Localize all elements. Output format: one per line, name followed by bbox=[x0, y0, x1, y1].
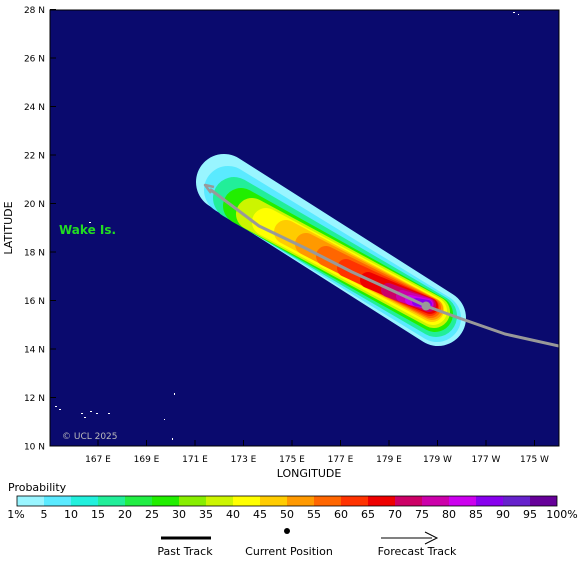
legend-label: 25 bbox=[145, 508, 159, 521]
legend-swatch bbox=[503, 496, 530, 506]
legend-label: 1% bbox=[7, 508, 24, 521]
legend-swatch bbox=[152, 496, 179, 506]
legend-label: 80 bbox=[442, 508, 456, 521]
legend-bar-border bbox=[16, 495, 558, 507]
legend-swatch bbox=[125, 496, 152, 506]
plot-border bbox=[49, 9, 560, 447]
y-tick-label: 24 N bbox=[24, 103, 45, 113]
legend-color-bar bbox=[16, 495, 558, 507]
legend-swatch bbox=[395, 496, 422, 506]
legend-label: 75 bbox=[415, 508, 429, 521]
x-tick-label: 177 E bbox=[328, 455, 354, 465]
legend-label: 85 bbox=[469, 508, 483, 521]
legend-swatch bbox=[368, 496, 395, 506]
legend-label: 20 bbox=[118, 508, 132, 521]
storm-track-line bbox=[209, 188, 559, 348]
legend-label: 55 bbox=[307, 508, 321, 521]
legend-label: 15 bbox=[91, 508, 105, 521]
legend-swatch bbox=[233, 496, 260, 506]
legend-label: 5 bbox=[41, 508, 48, 521]
legend-swatch bbox=[341, 496, 368, 506]
current-position-symbol bbox=[284, 528, 290, 534]
x-tick-label: 169 E bbox=[134, 455, 160, 465]
legend-label: 70 bbox=[388, 508, 402, 521]
legend-swatch bbox=[476, 496, 503, 506]
y-tick-label: 18 N bbox=[24, 249, 45, 259]
legend-swatch bbox=[206, 496, 233, 506]
y-tick-label: 20 N bbox=[24, 200, 45, 210]
legend-label: 90 bbox=[496, 508, 510, 521]
legend-swatch bbox=[422, 496, 449, 506]
y-tick-label: 16 N bbox=[24, 297, 45, 307]
y-tick-label: 26 N bbox=[24, 55, 45, 65]
legend-label: 40 bbox=[226, 508, 240, 521]
y-tick-label: 22 N bbox=[24, 152, 45, 162]
current-position-label: Current Position bbox=[245, 545, 333, 558]
legend-label: 100% bbox=[546, 508, 577, 521]
x-axis-title: LONGITUDE bbox=[277, 467, 342, 480]
credit-label: © UCL 2025 bbox=[62, 432, 118, 442]
x-tick-label: 171 E bbox=[182, 455, 208, 465]
y-tick-label: 12 N bbox=[24, 394, 45, 404]
forecast-arrowhead bbox=[203, 183, 215, 194]
legend-swatch bbox=[44, 496, 71, 506]
x-axis-ticks: 167 E 169 E 171 E 173 E 175 E 177 E 179 E 179 W… bbox=[85, 440, 549, 465]
legend-swatch bbox=[314, 496, 341, 506]
forecast-track-label: Forecast Track bbox=[378, 545, 457, 558]
legend-labels: 1% 5 10 15 20 25 30 35 40 45 50 55 60 65 70 75 80 85 90 95 1… bbox=[7, 508, 577, 521]
legend-swatch bbox=[71, 496, 98, 506]
x-tick-label: 175 E bbox=[279, 455, 305, 465]
legend-label: 10 bbox=[64, 508, 78, 521]
island-dots bbox=[55, 12, 519, 440]
x-tick-label: 175 W bbox=[520, 455, 549, 465]
y-axis-ticks: 10 N 12 N 14 N 16 N 18 N 20 N 22 N 24 N 26 N 28 N bbox=[24, 6, 56, 453]
legend-title: Probability bbox=[8, 481, 67, 494]
legend-swatch bbox=[530, 496, 557, 506]
y-tick-label: 10 N bbox=[24, 443, 45, 453]
legend-swatch bbox=[449, 496, 476, 506]
y-axis-title: LATITUDE bbox=[2, 201, 15, 254]
legend-label: 45 bbox=[253, 508, 267, 521]
wake-island-label: Wake Is. bbox=[59, 223, 116, 237]
current-position-marker bbox=[421, 301, 431, 311]
legend-swatch bbox=[179, 496, 206, 506]
x-tick-label: 179 W bbox=[423, 455, 452, 465]
legend-label: 60 bbox=[334, 508, 348, 521]
legend-label: 50 bbox=[280, 508, 294, 521]
legend-swatch bbox=[98, 496, 125, 506]
y-tick-label: 28 N bbox=[24, 6, 45, 16]
legend-label: 95 bbox=[523, 508, 537, 521]
forecast-arrow-head-symbol bbox=[424, 531, 439, 545]
x-tick-label: 173 E bbox=[231, 455, 257, 465]
legend-swatch bbox=[260, 496, 287, 506]
legend-label: 65 bbox=[361, 508, 375, 521]
x-tick-label: 179 E bbox=[376, 455, 402, 465]
past-track-label: Past Track bbox=[157, 545, 213, 558]
legend-swatch bbox=[17, 496, 44, 506]
y-tick-label: 14 N bbox=[24, 346, 45, 356]
legend-swatch bbox=[287, 496, 314, 506]
legend-label: 30 bbox=[172, 508, 186, 521]
x-tick-label: 167 E bbox=[85, 455, 111, 465]
x-tick-label: 177 W bbox=[472, 455, 501, 465]
legend-label: 35 bbox=[199, 508, 213, 521]
